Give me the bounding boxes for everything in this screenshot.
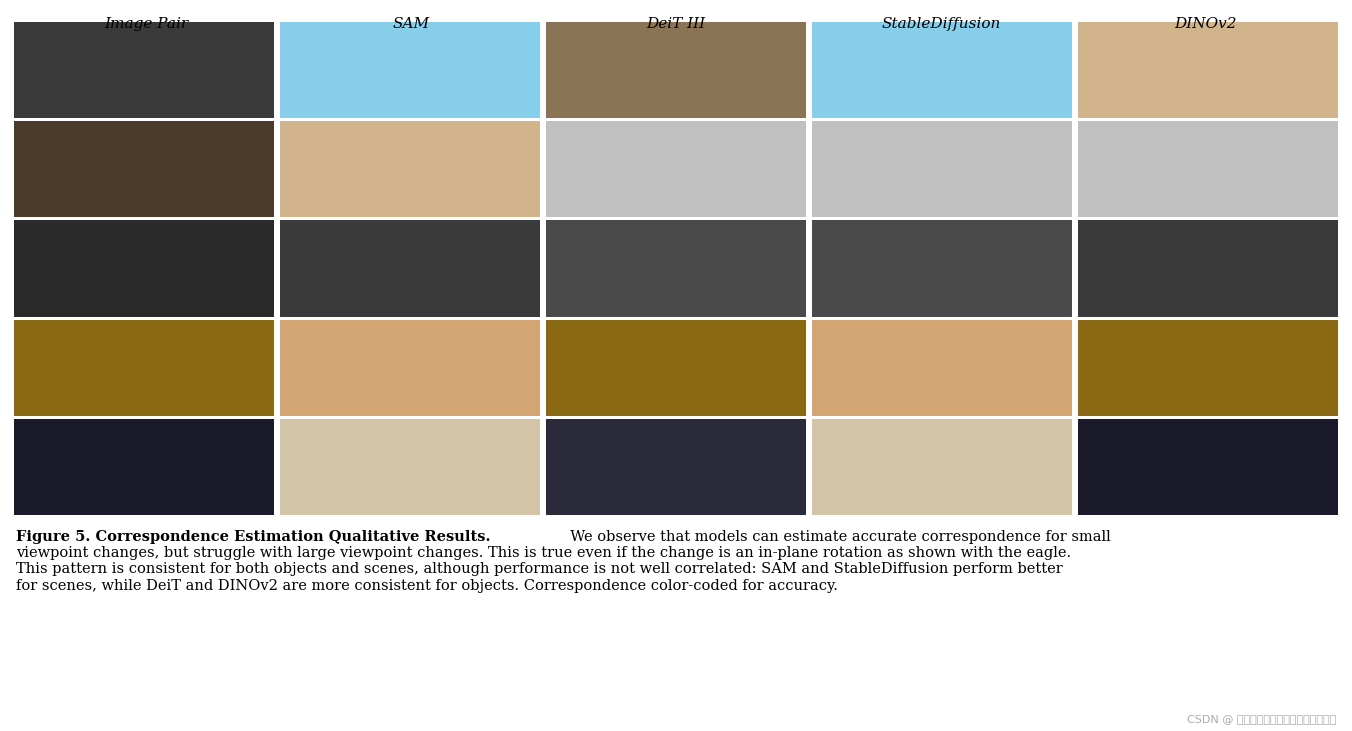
Text: viewpoint changes, but struggle with large viewpoint changes. This is true even : viewpoint changes, but struggle with lar… bbox=[16, 530, 1071, 593]
Text: DINOv2: DINOv2 bbox=[1175, 17, 1237, 31]
Text: CSDN @ 人工智能大模型讲师培训咨询叶梓: CSDN @ 人工智能大模型讲师培训咨询叶梓 bbox=[1187, 713, 1336, 724]
Text: DeiT III: DeiT III bbox=[646, 17, 706, 31]
Text: SAM: SAM bbox=[392, 17, 430, 31]
Text: Image Pair: Image Pair bbox=[104, 17, 188, 31]
Text: Figure 5. Correspondence Estimation Qualitative Results.: Figure 5. Correspondence Estimation Qual… bbox=[16, 530, 491, 544]
Text: We observe that models can estimate accurate correspondence for small: We observe that models can estimate accu… bbox=[561, 530, 1111, 544]
Text: StableDiffusion: StableDiffusion bbox=[882, 17, 1000, 31]
